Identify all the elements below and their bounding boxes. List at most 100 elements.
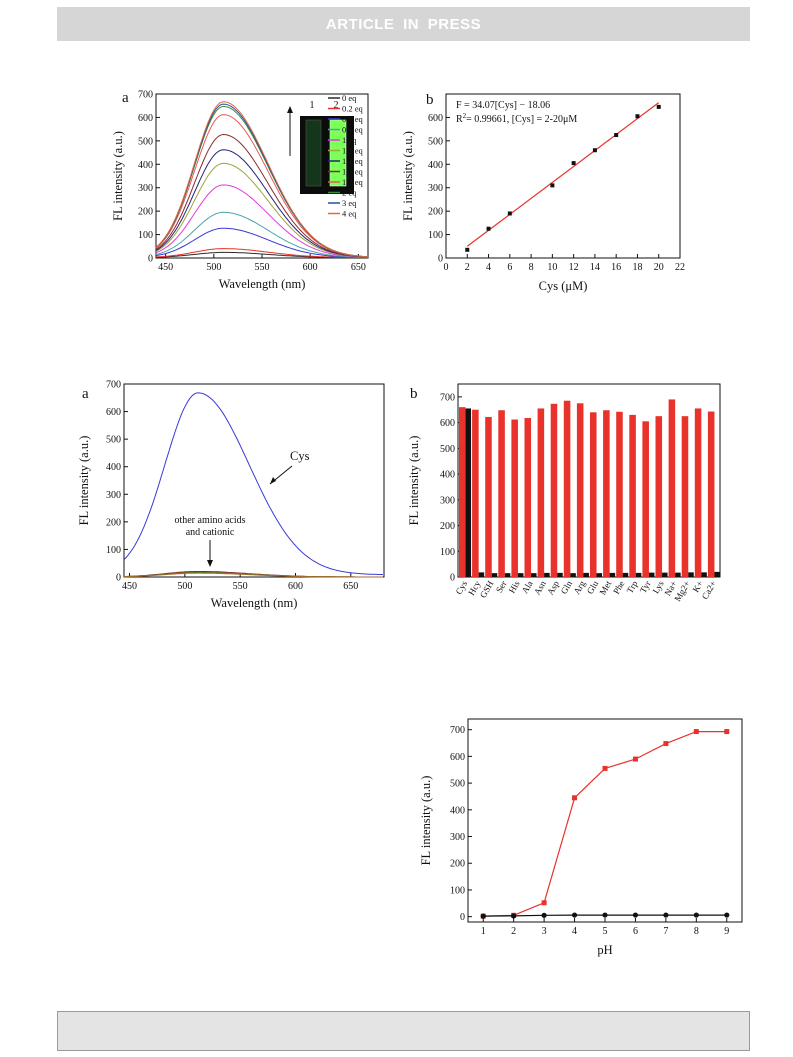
article-in-press-banner: ARTICLE IN PRESS: [57, 7, 750, 41]
inset-label: 2: [334, 100, 339, 111]
bar-black: [491, 573, 498, 577]
data-point: [592, 148, 597, 153]
bar-black: [688, 572, 694, 577]
y-axis-label: FL intensity (a.u.): [401, 131, 415, 221]
bar-black: [583, 572, 589, 577]
marker-square: [602, 765, 608, 771]
spectrum-line: [155, 101, 369, 258]
y-tick-label: 600: [138, 113, 153, 124]
bar-black: [714, 571, 720, 577]
y-tick-label: 700: [450, 725, 465, 736]
y-axis-label: FL intensity (a.u.): [419, 776, 433, 866]
y-tick-label: 600: [428, 113, 443, 124]
x-axis-label: Wavelength (nm): [219, 277, 306, 291]
bar-black: [596, 573, 603, 577]
y-tick-label: 100: [440, 547, 455, 558]
y-tick-label: 100: [138, 230, 153, 241]
y-tick-label: 400: [138, 160, 153, 171]
marker-circle: [511, 913, 517, 919]
category-label: Trp: [625, 579, 640, 595]
plot-frame: [467, 718, 743, 923]
y-tick-label: 300: [138, 183, 153, 194]
y-tick-label: 400: [440, 470, 455, 481]
bar-black: [557, 572, 563, 577]
y-tick-label: 600: [106, 407, 121, 418]
legend-entry: 1.4 eq: [342, 156, 364, 166]
x-tick-label: 4: [572, 926, 577, 937]
data-point: [507, 211, 512, 216]
category-label: Met: [597, 579, 613, 597]
x-tick-label: 10: [547, 262, 557, 273]
x-tick-label: 600: [303, 262, 318, 273]
footer-bar: [57, 1011, 750, 1051]
plot-frame: [123, 383, 385, 578]
legend-entry: 0.2 eq: [342, 104, 364, 114]
y-tick-label: 0: [438, 254, 443, 265]
legend-entry: 2 eq: [342, 188, 357, 198]
y-tick-label: 300: [428, 183, 443, 194]
spectrum-line: [155, 162, 369, 258]
x-tick-label: 5: [603, 926, 608, 937]
legend-entry: 1.2 eq: [342, 146, 364, 156]
y-tick-label: 200: [106, 517, 121, 528]
figure-selectivity-spectra: 450 500 550 600 650 0 100 200 300 400 500 600 700 Wav…: [77, 380, 385, 610]
spectrum-line: [155, 211, 368, 258]
marker-circle: [724, 912, 730, 918]
y-tick-label: 700: [106, 380, 121, 391]
x-tick-label: 1: [481, 926, 486, 937]
y-tick-label: 0: [460, 912, 465, 923]
marker-circle: [632, 912, 639, 918]
bar-black: [517, 573, 524, 577]
marker-circle: [663, 912, 669, 918]
spectrum-line: [155, 248, 368, 258]
category-label: Tyr: [638, 579, 653, 595]
fit-equation: F = 34.07[Cys] − 18.06: [456, 100, 550, 111]
panel-label: a: [122, 90, 129, 106]
vial-2: [329, 119, 347, 187]
spectrum-line: [155, 149, 369, 258]
y-tick-label: 600: [440, 418, 455, 429]
y-tick-label: 500: [138, 136, 153, 147]
legend-entry: 1.8 eq: [342, 177, 364, 187]
bar-black: [701, 572, 707, 577]
x-tick-label: 650: [351, 262, 366, 273]
other-annotation-line2: and cationic: [186, 527, 235, 538]
category-label: Ser: [494, 579, 509, 594]
y-tick-label: 700: [440, 392, 455, 403]
y-tick-label: 500: [428, 136, 443, 147]
x-tick-label: 650: [343, 581, 358, 592]
legend-entry: 0.6 eq: [342, 125, 364, 135]
category-label: Asn: [532, 579, 548, 597]
x-tick-label: 2: [511, 926, 516, 937]
marker-circle: [693, 912, 699, 918]
plot-frame: [457, 383, 721, 578]
panel-label: b: [410, 386, 418, 402]
x-tick-label: 20: [654, 262, 664, 273]
r2-sup: 2: [463, 112, 467, 120]
bar-red: [603, 410, 610, 577]
x-tick-label: 9: [724, 926, 729, 937]
inset-label: 1: [310, 100, 315, 111]
y-tick-label: 700: [138, 90, 153, 101]
x-tick-label: 550: [255, 262, 270, 273]
y-tick-label: 300: [106, 490, 121, 501]
y-axis-label: FL intensity (a.u.): [111, 131, 125, 221]
x-tick-label: 7: [663, 926, 668, 937]
data-point: [571, 161, 576, 166]
y-axis-label: FL intensity (a.u.): [77, 436, 91, 526]
bar-black: [622, 572, 629, 577]
legend-entry: 0.4 eq: [342, 114, 364, 124]
y-tick-label: 300: [440, 495, 455, 506]
bar-red: [707, 411, 715, 577]
y-axis-label: FL intensity (a.u.): [407, 436, 421, 526]
bar-red: [459, 407, 466, 577]
legend-entry: 0 eq: [342, 93, 357, 103]
x-tick-label: 16: [611, 262, 621, 273]
x-axis-label: Cys (μM): [539, 279, 588, 293]
panel-label: a: [82, 386, 89, 402]
bar-black: [648, 572, 655, 577]
arrow-head: [287, 106, 293, 113]
category-label: Asp: [545, 579, 561, 597]
x-tick-label: 8: [529, 262, 534, 273]
y-tick-label: 500: [450, 779, 465, 790]
